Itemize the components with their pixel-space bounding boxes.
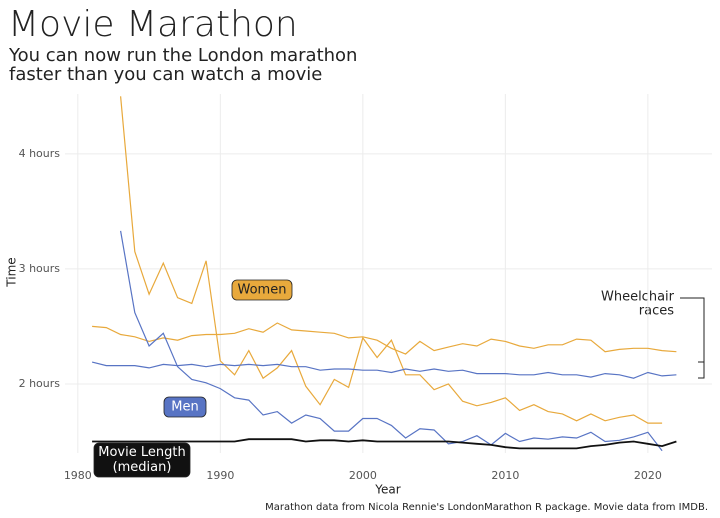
series-label: Women (238, 283, 287, 298)
caption: Marathon data from Nicola Rennie's Londo… (265, 502, 708, 513)
series-label: Movie Length (98, 445, 185, 460)
series-line (92, 438, 677, 450)
series-label-box (231, 279, 293, 301)
chart-subtitle: You can now run the London marathon (8, 45, 357, 66)
x-axis-label: Year (374, 483, 400, 497)
x-tick-label: 2020 (634, 469, 662, 482)
x-tick-label: 2010 (491, 469, 519, 482)
y-tick-label: 3 hours (19, 262, 61, 275)
bracket (680, 297, 705, 379)
y-tick-label: 4 hours (19, 147, 61, 160)
y-tick-label: 2 hours (19, 377, 61, 390)
x-tick-label: 1990 (206, 469, 234, 482)
series-line (120, 96, 663, 424)
series-line (91, 361, 677, 379)
grid (65, 94, 712, 453)
y-axis-label: Time (5, 257, 19, 287)
series-label: Men (171, 400, 198, 415)
series-label-box (93, 442, 191, 478)
series-label-box (163, 396, 207, 418)
chart-subtitle: faster than you can watch a movie (9, 64, 322, 85)
annotation: races (639, 304, 674, 319)
annotation: Wheelchair (601, 290, 675, 305)
chart-title: Movie Marathon (8, 4, 298, 45)
series-line (120, 230, 663, 452)
x-tick-label: 2000 (349, 469, 377, 482)
series-label: (median) (113, 460, 172, 475)
x-tick-label: 1980 (64, 469, 92, 482)
series-line (92, 322, 677, 355)
